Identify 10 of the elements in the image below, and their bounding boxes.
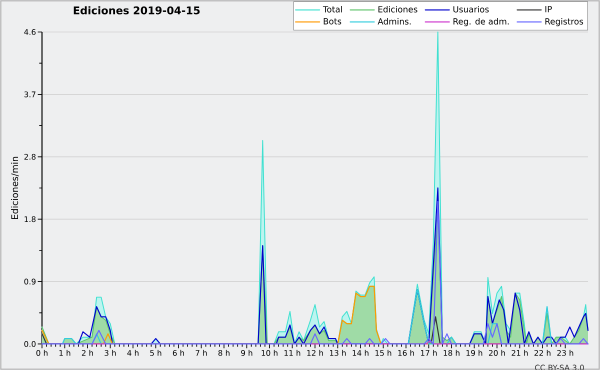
- legend-label: IP: [545, 6, 552, 12]
- legend-label: Registros: [545, 18, 584, 26]
- legend-label: Total: [322, 6, 342, 12]
- legend-label: Bots: [324, 18, 342, 24]
- legend-label: Ediciones: [378, 6, 418, 12]
- legend-label: Reg. de adm.: [454, 18, 509, 26]
- legend-label: Admins.: [378, 18, 411, 25]
- chart-title: Ediciones 2019-04-15: [74, 6, 200, 14]
- y-axis-title: Ediciones/min: [11, 156, 19, 219]
- legend-label: Usuarios: [453, 6, 489, 12]
